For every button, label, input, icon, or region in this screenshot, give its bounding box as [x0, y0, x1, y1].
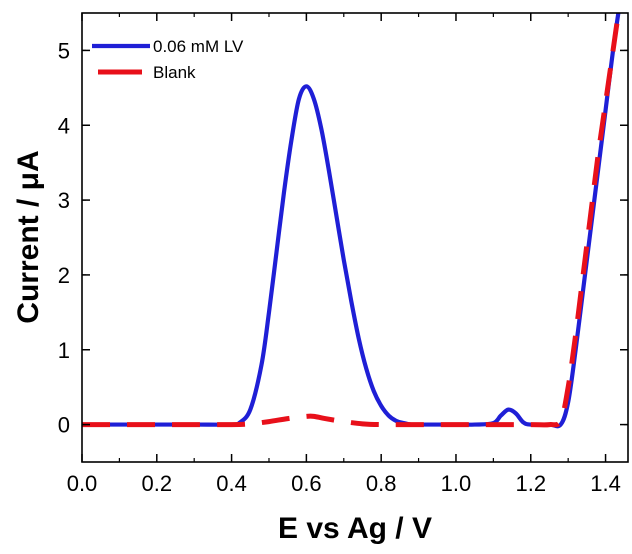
x-axis-title: E vs Ag / V	[278, 512, 432, 545]
x-tick-label: 0.6	[291, 471, 322, 496]
y-tick-label: 2	[58, 263, 70, 288]
x-tick-label: 0.2	[141, 471, 172, 496]
blank-series-line	[82, 13, 621, 428]
x-tick-label: 0.8	[366, 471, 397, 496]
legend-label: Blank	[153, 63, 196, 82]
plot-frame	[81, 12, 629, 463]
x-tick-label: 1.2	[515, 471, 546, 496]
y-axis-title: Current / μA	[12, 150, 45, 323]
y-tick-label: 0	[58, 413, 70, 438]
x-tick-label: 1.0	[441, 471, 472, 496]
y-tick-label: 3	[58, 188, 70, 213]
x-tick-label: 1.4	[590, 471, 621, 496]
legend-label: 0.06 mM LV	[153, 37, 244, 56]
y-tick-label: 1	[58, 338, 70, 363]
x-tick-label: 0.4	[216, 471, 247, 496]
y-tick-label: 4	[58, 113, 70, 138]
ticks-layer: 0.0 0.2 0.4 0.6 0.8 1.0 1.2 1.4 0 1 2 3 4 5	[58, 13, 628, 496]
lv-series-line	[82, 13, 621, 429]
y-tick-label: 5	[58, 38, 70, 63]
legend: 0.06 mM LV Blank	[92, 37, 244, 82]
x-tick-label: 0.0	[67, 471, 98, 496]
series-layer	[82, 13, 621, 429]
